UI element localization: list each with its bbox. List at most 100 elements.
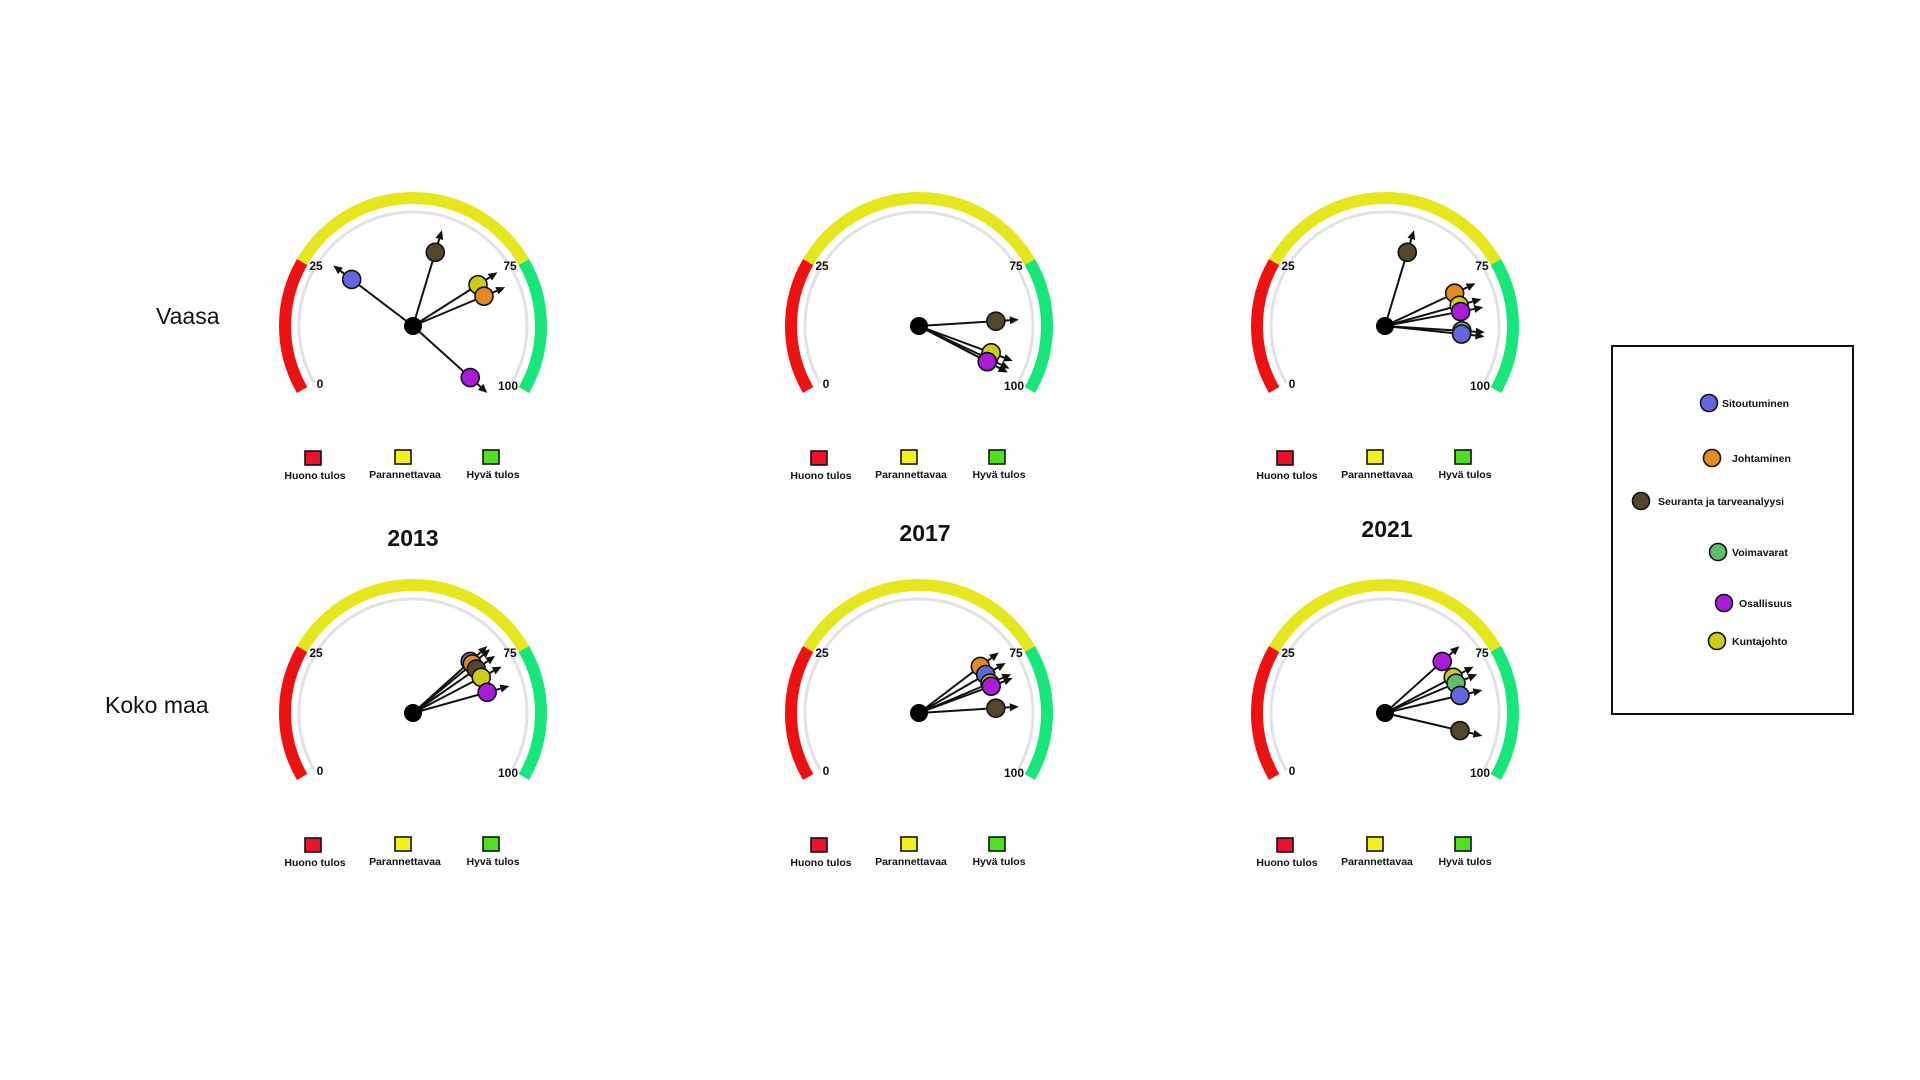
needle-dot-seuranta [986, 698, 1006, 718]
needle-arrowhead-sitoutuminen [995, 663, 1006, 671]
needle-arrowhead-seuranta [1407, 230, 1416, 241]
needle-arrowhead-seuranta [1472, 729, 1483, 738]
tick-label-0: 0 [1289, 377, 1296, 391]
indicator-legend-dot [1708, 542, 1728, 562]
zone-legend-swatch [988, 836, 1006, 852]
indicator-legend-dot [1631, 491, 1651, 511]
indicator-legend-frame [1611, 345, 1854, 715]
indicator-legend-dot [1702, 448, 1722, 468]
zone-legend-label: Parannettavaa [1341, 856, 1413, 868]
zone-legend-label: Huono tulos [1256, 470, 1317, 482]
gauge-koko-maa-2013: 0 25 75 100 Huono tulos Parannettavaa Hyvä tul… [279, 579, 547, 869]
tick-label-25: 25 [815, 259, 829, 273]
indicator-legend-label: Kuntajohto [1732, 636, 1787, 648]
zone-legend: Huono tulos Parannettavaa Hyvä tulos [790, 449, 1026, 482]
needle-arrowhead-osallisuus [1449, 646, 1460, 656]
zone-legend-label: Hyvä tulos [466, 469, 519, 481]
needle-dot-seuranta [986, 311, 1006, 331]
indicator-legend-dot [1699, 393, 1719, 413]
needle-dot-seuranta [1397, 242, 1418, 263]
zone-legend-swatch [1276, 837, 1294, 853]
tick-label-100: 100 [1004, 766, 1024, 780]
tick-label-75: 75 [1475, 646, 1489, 660]
tick-label-0: 0 [1289, 764, 1296, 778]
gauge-inner-arc [803, 597, 1035, 771]
needle-arrowhead-kuntajohto [1002, 353, 1013, 362]
tick-label-75: 75 [503, 259, 517, 273]
needle-arrowhead-johtaminen [495, 287, 506, 295]
needle-dot-sitoutuminen [341, 269, 362, 290]
zone-legend-label: Parannettavaa [1341, 469, 1413, 481]
tick-label-75: 75 [1009, 259, 1023, 273]
gauge-hub [404, 317, 422, 335]
tick-label-0: 0 [823, 377, 830, 391]
zone-legend-swatch [304, 837, 322, 853]
indicator-legend-item-osallisuus: Osallisuus [1714, 593, 1792, 613]
tick-label-25: 25 [309, 646, 323, 660]
zone-legend-swatch [900, 836, 918, 852]
year-label-2017: 2017 [899, 520, 950, 546]
zone-legend-swatch [1366, 836, 1384, 852]
zone-legend-label: Huono tulos [1256, 857, 1317, 869]
tick-label-75: 75 [1009, 646, 1023, 660]
needle-dot-sitoutuminen [1450, 685, 1470, 706]
needle-group [1384, 230, 1485, 344]
gauge-hub [910, 317, 928, 335]
needle-dot-seuranta [1450, 720, 1470, 741]
needle-arrowhead-seuranta [485, 655, 496, 665]
gauge-zone-25-75 [296, 579, 530, 653]
tick-label-0: 0 [317, 764, 324, 778]
zone-legend-swatch [304, 450, 322, 466]
needle-arrowhead-johtaminen [989, 652, 999, 662]
indicator-legend-dot [1714, 593, 1734, 613]
gauge-inner-arc [297, 597, 529, 771]
zone-legend: Huono tulos Parannettavaa Hyvä tulos [284, 836, 520, 869]
tick-label-0: 0 [317, 377, 324, 391]
zone-legend-swatch [1454, 836, 1472, 852]
needle-dot-osallisuus [977, 351, 998, 372]
gauge-koko-maa-2017: 0 25 75 100 Huono tulos Parannettavaa Hyvä tul… [785, 579, 1053, 869]
needle-arrowhead-sitoutuminen [1475, 331, 1485, 340]
zone-legend: Huono tulos Parannettavaa Hyvä tulos [284, 449, 520, 482]
needle-arrowhead-seuranta [435, 230, 444, 241]
needle-arrowhead-osallisuus [1002, 677, 1013, 686]
needle-arrowhead-sitoutuminen [1472, 688, 1483, 697]
needle-arrowhead-seuranta [1009, 703, 1019, 712]
zone-legend-swatch [394, 836, 412, 852]
zone-legend-label: Parannettavaa [875, 469, 947, 481]
zone-legend-swatch [1454, 449, 1472, 465]
gauge-zone-0-25 [785, 259, 814, 393]
indicator-legend-item-kuntajohto: Kuntajohto [1707, 631, 1787, 651]
needle-group [918, 652, 1019, 718]
indicator-legend: Sitoutuminen Johtaminen Seuranta ja tarvea… [1611, 345, 1854, 715]
needle-arrowhead-osallisuus [1473, 305, 1484, 313]
gauge-hub [910, 704, 928, 722]
gauge-inner-arc [297, 210, 529, 384]
indicator-legend-label: Osallisuus [1739, 598, 1792, 610]
tick-label-25: 25 [309, 259, 323, 273]
zone-legend-swatch [394, 449, 412, 465]
indicator-legend-label: Sitoutuminen [1722, 398, 1789, 410]
gauge-zone-25-75 [1268, 192, 1502, 266]
zone-legend: Huono tulos Parannettavaa Hyvä tulos [1256, 836, 1492, 869]
tick-label-100: 100 [1004, 379, 1024, 393]
gauge-zone-25-75 [1268, 579, 1502, 653]
needle-arrowhead-seuranta [1009, 316, 1019, 325]
indicator-legend-item-sitoutuminen: Sitoutuminen [1699, 393, 1789, 413]
needle-dot-osallisuus [477, 682, 497, 703]
needle-arrowhead-johtaminen [1465, 283, 1476, 291]
gauge-hub [404, 704, 422, 722]
gauge-hub [1376, 704, 1394, 722]
needle-arrowhead-johtaminen [480, 649, 491, 659]
needle-dot-osallisuus [981, 676, 1001, 696]
gauge-inner-arc [1269, 210, 1501, 384]
zone-legend-label: Huono tulos [790, 857, 851, 869]
needle-arrowhead-kuntajohto [1471, 297, 1482, 306]
needle-arrowhead-kuntajohto [1463, 666, 1474, 675]
gauge-zone-0-25 [279, 646, 308, 780]
tick-label-100: 100 [1470, 766, 1490, 780]
gauge-zone-0-25 [785, 646, 814, 780]
zone-legend-swatch [900, 449, 918, 465]
year-label-2013: 2013 [387, 525, 438, 551]
